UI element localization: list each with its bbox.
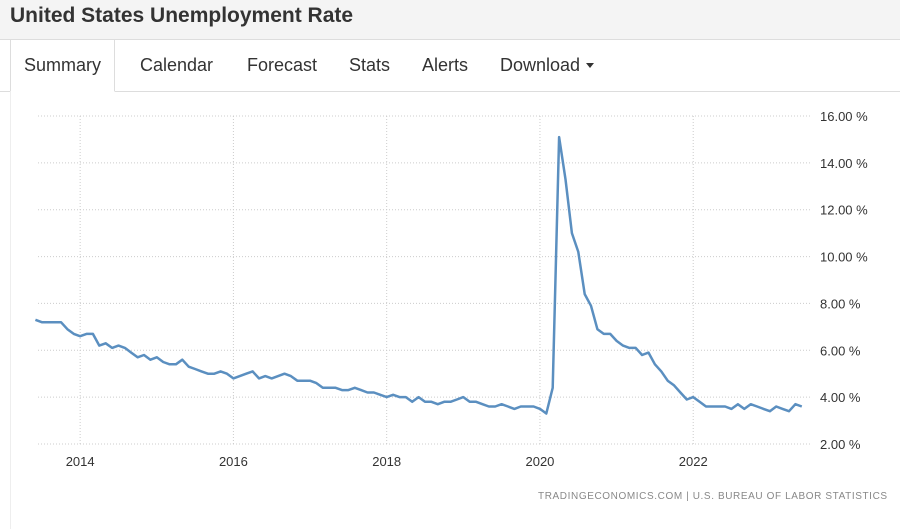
- title-bar: United States Unemployment Rate: [0, 0, 900, 40]
- tab-summary[interactable]: Summary: [10, 40, 116, 92]
- source-credit: TRADINGECONOMICS.COM | U.S. BUREAU OF LA…: [538, 491, 888, 502]
- tab-calendar[interactable]: Calendar: [140, 55, 214, 75]
- page-title: United States Unemployment Rate: [10, 4, 354, 27]
- tab-download[interactable]: Download: [500, 40, 595, 91]
- x-tick-label: 2016: [219, 454, 248, 469]
- y-tick-label: 8.00 %: [820, 296, 861, 311]
- y-tick-label: 6.00 %: [820, 343, 861, 358]
- y-tick-label: 10.00 %: [820, 250, 868, 265]
- caret-down-icon: [586, 63, 595, 68]
- unemployment-chart: 2.00 % 4.00 % 6.00 % 8.00 % 10.00 % 12.00 % 14…: [34, 109, 868, 469]
- tab-alerts[interactable]: Alerts: [422, 55, 469, 75]
- x-tick-label: 2020: [525, 454, 554, 469]
- y-tick-label: 2.00 %: [820, 437, 861, 452]
- tab-bar: Summary Calendar Forecast Stats Alerts D…: [0, 40, 900, 92]
- x-tick-label: 2018: [372, 454, 401, 469]
- tab-stats[interactable]: Stats: [349, 55, 391, 75]
- series-line-unemployment-rate: [34, 135, 803, 415]
- panel-border: [10, 92, 11, 529]
- y-tick-label: 4.00 %: [820, 390, 861, 405]
- download-label: Download: [500, 55, 581, 75]
- y-tick-label: 14.00 %: [820, 156, 868, 171]
- x-tick-label: 2022: [679, 454, 708, 469]
- y-tick-label: 16.00 %: [820, 109, 868, 124]
- x-tick-label: 2014: [66, 454, 95, 469]
- y-tick-label: 12.00 %: [820, 203, 868, 218]
- tab-forecast[interactable]: Forecast: [247, 55, 318, 75]
